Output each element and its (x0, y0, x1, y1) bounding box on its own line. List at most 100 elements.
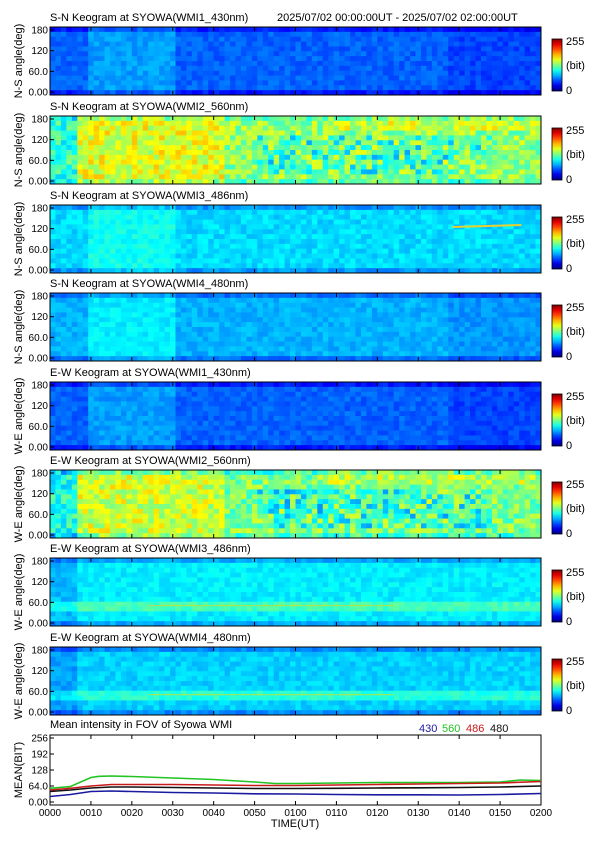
y-axis-label: N-S angle(deg) (13, 290, 25, 365)
y-tick-label: 120 (31, 224, 48, 235)
colorbar-max-label: 255 (566, 36, 584, 48)
colorbar-max-label: 255 (566, 656, 584, 668)
x-tick-label: 0020 (121, 808, 144, 819)
y-tick-label: 60.0 (29, 156, 49, 167)
y-tick-label: 64.0 (29, 782, 49, 793)
panel-title: S-N Keogram at SYOWA(WMI1_430nm) (50, 12, 248, 24)
x-tick-label: 0010 (80, 808, 103, 819)
mean-intensity-chart: Mean intensity in FOV of Syowa WMI 430 560… (13, 719, 553, 830)
keogram-panel: E-W Keogram at SYOWA(WMI2_560nm)180 120 60… (13, 455, 585, 542)
colorbar-unit-label: (bit) (566, 238, 585, 250)
series-line-560 (49, 775, 542, 790)
colorbar-unit-label: (bit) (566, 149, 585, 161)
keogram-panel: E-W Keogram at SYOWA(WMI3_486nm)180 120 60… (13, 543, 585, 630)
colorbar-max-label: 255 (566, 302, 584, 314)
y-tick-label: 0.00 (29, 354, 49, 365)
y-tick-label: 180 (31, 292, 48, 303)
colorbar-unit-label: (bit) (566, 680, 585, 692)
y-tick-label: 180 (31, 26, 48, 37)
colorbar (551, 216, 563, 270)
y-tick-label: 0.00 (29, 88, 49, 99)
legend-entry: 430 (419, 723, 437, 735)
colorbar-min-label: 0 (566, 174, 572, 186)
panel-title: S-N Keogram at SYOWA(WMI2_560nm) (50, 101, 248, 113)
x-tick-label: 0120 (366, 808, 389, 819)
y-tick-label: 256 (31, 734, 48, 745)
colorbar-max-label: 255 (566, 479, 584, 491)
panel-title: E-W Keogram at SYOWA(WMI2_560nm) (50, 455, 251, 467)
colorbar-unit-label: (bit) (566, 591, 585, 603)
y-tick-label: 120 (31, 312, 48, 323)
keogram-panel: E-W Keogram at SYOWA(WMI1_430nm)180 120 60… (13, 367, 585, 454)
y-tick-label: 0.00 (29, 177, 49, 188)
y-tick-label: 120 (31, 401, 48, 412)
panel-title: S-N Keogram at SYOWA(WMI3_486nm) (50, 190, 248, 202)
y-tick-label: 0.00 (29, 531, 49, 542)
y-tick-label: 60.0 (29, 67, 49, 78)
y-tick-label: 0.00 (29, 798, 49, 809)
time-range-label: 2025/07/02 00:00:00UT - 2025/07/02 02:00… (277, 12, 518, 24)
y-axis-label: W-E angle(deg) (13, 378, 25, 455)
panel-title: E-W Keogram at SYOWA(WMI3_486nm) (50, 543, 251, 555)
y-tick-label: 0.00 (29, 708, 49, 719)
heatmap-image (50, 470, 542, 539)
heatmap-image (50, 382, 542, 451)
y-tick-label: 0.00 (29, 443, 49, 454)
series-line-486 (49, 780, 542, 791)
colorbar-max-label: 255 (566, 214, 584, 226)
heatmap-image (50, 116, 542, 185)
x-tick-label: 0130 (407, 808, 430, 819)
x-axis-label: TIME(UT) (271, 818, 319, 830)
x-tick-label: 0100 (284, 808, 307, 819)
x-tick-label: 0000 (39, 808, 62, 819)
y-tick-label: 180 (31, 469, 48, 480)
y-axis-label: W-E angle(deg) (13, 554, 25, 631)
x-tick-label: 0140 (448, 808, 471, 819)
colorbar-min-label: 0 (566, 440, 572, 452)
keogram-panel: S-N Keogram at SYOWA(WMI2_560nm)180 120 60… (13, 101, 585, 188)
y-tick-label: 60.0 (29, 510, 49, 521)
y-tick-label: 128 (31, 766, 48, 777)
y-tick-label: 0.00 (29, 619, 49, 630)
y-tick-label: 60.0 (29, 598, 49, 609)
y-axis-label: N-S angle(deg) (13, 202, 25, 277)
panel-title: E-W Keogram at SYOWA(WMI1_430nm) (50, 367, 251, 379)
colorbar-min-label: 0 (566, 85, 572, 97)
colorbar-min-label: 0 (566, 528, 572, 540)
colorbar (551, 481, 563, 535)
heatmap-image (50, 205, 542, 274)
colorbar-max-label: 255 (566, 567, 584, 579)
y-tick-label: 180 (31, 557, 48, 568)
y-tick-label: 120 (31, 577, 48, 588)
y-tick-label: 120 (31, 135, 48, 146)
colorbar (551, 569, 563, 623)
y-tick-label: 60.0 (29, 245, 49, 256)
keogram-panel: E-W Keogram at SYOWA(WMI4_480nm)180 120 60… (13, 632, 585, 719)
x-tick-label: 0110 (326, 808, 348, 819)
y-tick-label: 120 (31, 489, 48, 500)
colorbar (551, 38, 563, 92)
y-tick-label: 0.00 (29, 266, 49, 277)
colorbar-unit-label: (bit) (566, 60, 585, 72)
y-tick-label: 192 (31, 750, 48, 761)
colorbar-min-label: 0 (566, 351, 572, 363)
colorbar-unit-label: (bit) (566, 415, 585, 427)
colorbar-unit-label: (bit) (566, 326, 585, 338)
y-tick-label: 180 (31, 204, 48, 215)
legend-entry: 480 (490, 723, 508, 735)
heatmap-image (50, 293, 542, 362)
keogram-panel: S-N Keogram at SYOWA(WMI3_486nm)180 120 60… (13, 190, 585, 277)
x-tick-label: 0050 (243, 808, 266, 819)
legend-entry: 560 (442, 723, 460, 735)
heatmap-image (50, 647, 542, 716)
legend-entry: 486 (466, 723, 484, 735)
line-chart-title: Mean intensity in FOV of Syowa WMI (50, 719, 232, 731)
y-axis-label: W-E angle(deg) (13, 643, 25, 720)
colorbar-max-label: 255 (566, 391, 584, 403)
colorbar (551, 127, 563, 181)
y-tick-label: 60.0 (29, 333, 49, 344)
colorbar (551, 393, 563, 447)
series-line-430 (49, 790, 542, 798)
y-axis-label: N-S angle(deg) (13, 113, 25, 188)
